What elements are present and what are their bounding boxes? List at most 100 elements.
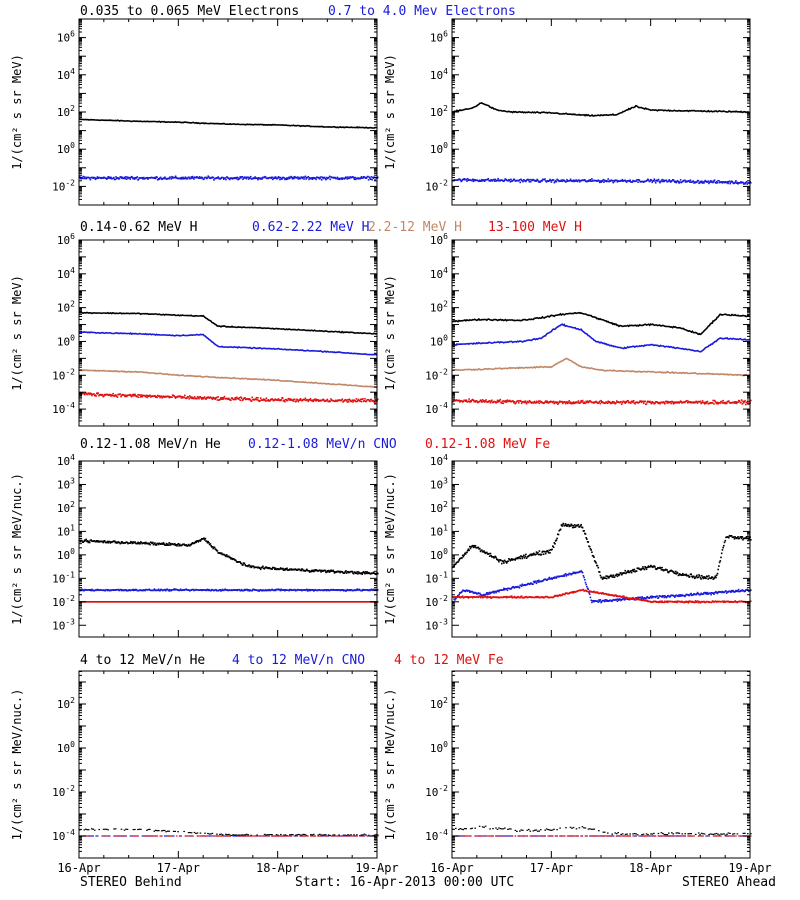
data-point [210, 545, 212, 547]
data-point [127, 177, 129, 180]
data-point [240, 397, 243, 399]
data-point [334, 400, 336, 402]
data-point [601, 180, 604, 183]
data-point [666, 402, 668, 404]
data-point [536, 178, 538, 181]
data-point [134, 541, 136, 543]
data-point [716, 401, 719, 404]
data-point [210, 589, 212, 592]
data-point [142, 178, 144, 180]
data-point [603, 599, 605, 602]
data-point [93, 176, 96, 179]
data-point [566, 525, 568, 527]
data-point [540, 553, 543, 556]
data-point [255, 398, 257, 400]
data-point [621, 401, 624, 404]
data-point [503, 587, 505, 590]
data-point [640, 401, 643, 404]
data-point [200, 177, 202, 180]
data-point [612, 181, 614, 184]
data-point [644, 400, 646, 403]
data-point [611, 576, 614, 578]
data-point [235, 177, 238, 180]
data-point [219, 398, 222, 401]
data-point [535, 582, 538, 585]
data-point [744, 183, 746, 185]
data-point [255, 396, 258, 399]
data-point [555, 402, 558, 404]
data-point [138, 542, 141, 544]
data-point [568, 525, 570, 528]
data-point [88, 393, 91, 396]
data-point [714, 400, 717, 403]
data-point [202, 397, 205, 400]
data-point [548, 179, 551, 182]
data-point [181, 176, 183, 179]
data-point [174, 175, 177, 178]
data-point [193, 396, 196, 398]
data-point [188, 176, 190, 179]
data-point [579, 526, 581, 528]
data-point [84, 176, 86, 178]
data-point [606, 577, 608, 580]
data-point [604, 577, 607, 579]
data-point [659, 567, 662, 569]
data-point [710, 593, 712, 596]
data-point [318, 178, 321, 180]
data-point [330, 569, 332, 571]
data-point [700, 181, 702, 184]
data-point [89, 601, 92, 603]
series-line-blue [451, 323, 750, 353]
data-point [723, 401, 726, 404]
data-point [483, 180, 486, 182]
data-point [648, 597, 651, 599]
data-point [661, 596, 663, 598]
data-point [469, 545, 471, 548]
data-point [368, 176, 371, 178]
data-point [469, 401, 471, 403]
data-point [704, 576, 707, 579]
data-point [355, 572, 358, 575]
data-point [735, 402, 738, 405]
data-point [567, 574, 570, 576]
data-point [341, 571, 344, 573]
data-point [650, 402, 653, 405]
y-axis-label: 1/(cm² s sr MeV/nuc.) [10, 473, 24, 625]
data-point [162, 396, 164, 398]
data-point [707, 180, 709, 182]
data-point [628, 571, 631, 574]
data-point [238, 588, 241, 591]
data-point [496, 558, 499, 561]
data-point [583, 530, 585, 532]
data-point [279, 176, 282, 179]
data-point [106, 540, 109, 543]
data-point [250, 566, 253, 569]
data-point [370, 176, 373, 178]
data-point [137, 178, 140, 181]
y-tick-label: 10-2 [52, 594, 75, 609]
data-point [180, 397, 183, 399]
data-point [684, 594, 687, 597]
data-point [305, 178, 307, 180]
data-point [742, 538, 744, 541]
data-point [734, 590, 736, 593]
data-point [237, 178, 239, 181]
data-point [85, 538, 87, 541]
data-point [508, 400, 510, 403]
data-point [495, 591, 497, 594]
data-point [223, 178, 225, 180]
data-point [661, 178, 663, 181]
data-point [736, 537, 739, 539]
data-point [740, 399, 743, 401]
data-point [296, 399, 299, 401]
data-point [279, 589, 282, 592]
data-point [497, 589, 499, 592]
data-point [583, 401, 585, 403]
data-point [115, 177, 118, 180]
data-point [89, 589, 92, 591]
data-point [120, 176, 122, 178]
data-point [506, 589, 509, 592]
data-point [567, 523, 570, 526]
data-point [693, 575, 695, 578]
data-point [491, 399, 493, 402]
